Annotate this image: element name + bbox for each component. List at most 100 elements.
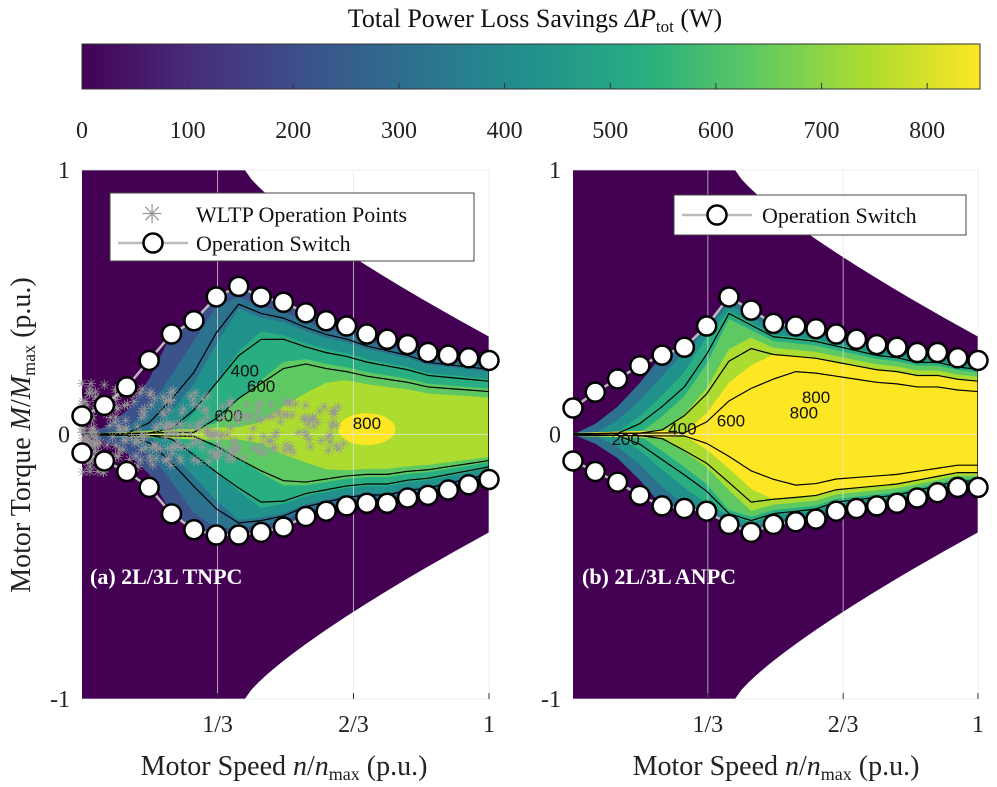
wltp-point: ✳ xyxy=(161,441,173,457)
wltp-point: ✳ xyxy=(189,386,201,402)
colorbar-tick-label: 800 xyxy=(909,118,945,144)
wltp-point: ✳ xyxy=(97,465,109,481)
colorbar-title: Total Power Loss Savings ΔPtot (W) xyxy=(348,4,722,36)
wltp-point: ✳ xyxy=(203,455,215,471)
operation-switch-marker xyxy=(71,442,93,464)
wltp-point: ✳ xyxy=(225,421,237,437)
wltp-point: ✳ xyxy=(114,443,126,459)
wltp-point: ✳ xyxy=(298,413,310,429)
operation-switch-marker xyxy=(866,495,888,517)
wltp-point: ✳ xyxy=(84,382,96,398)
wltp-point: ✳ xyxy=(247,421,259,437)
wltp-point: ✳ xyxy=(104,418,116,434)
wltp-point: ✳ xyxy=(144,453,156,469)
operation-switch-marker xyxy=(160,503,183,525)
wltp-point: ✳ xyxy=(193,416,205,432)
wltp-point: ✳ xyxy=(190,433,202,449)
wltp-point: ✳ xyxy=(134,386,146,402)
wltp-point: ✳ xyxy=(337,437,349,453)
wltp-point: ✳ xyxy=(84,453,96,469)
x-tick-label: 2/3 xyxy=(338,712,369,738)
operation-switch-marker xyxy=(740,299,762,321)
wltp-point: ✳ xyxy=(110,410,122,426)
wltp-point: ✳ xyxy=(332,400,344,416)
wltp-point: ✳ xyxy=(193,399,205,415)
heatmap-band xyxy=(82,380,489,471)
wltp-point: ✳ xyxy=(217,411,229,427)
wltp-point: ✳ xyxy=(197,415,209,431)
operation-switch-marker xyxy=(205,524,228,546)
wltp-point: ✳ xyxy=(128,395,140,411)
operation-switch-marker xyxy=(673,336,696,358)
wltp-point: ✳ xyxy=(233,441,245,457)
wltp-point: ✳ xyxy=(280,438,292,454)
wltp-point: ✳ xyxy=(300,399,312,415)
wltp-point: ✳ xyxy=(76,422,88,438)
operation-switch-marker xyxy=(335,495,358,517)
colorbar-tick-label: 700 xyxy=(804,118,840,144)
wltp-point: ✳ xyxy=(85,426,97,442)
wltp-point: ✳ xyxy=(304,440,316,456)
wltp-point: ✳ xyxy=(318,399,330,415)
operation-switch-marker xyxy=(629,484,651,507)
operation-switch-marker xyxy=(183,518,205,541)
contour-label: 800 xyxy=(790,404,818,423)
contour-label: 600 xyxy=(214,406,242,425)
wltp-point: ✳ xyxy=(184,389,196,405)
wltp-point: ✳ xyxy=(209,429,221,445)
wltp-point: ✳ xyxy=(172,435,184,451)
operation-switch-marker xyxy=(947,476,969,499)
wltp-point: ✳ xyxy=(157,390,169,406)
wltp-point: ✳ xyxy=(210,450,222,466)
operation-switch-marker xyxy=(160,323,183,345)
operation-switch-marker xyxy=(845,497,868,520)
wltp-point: ✳ xyxy=(132,420,144,436)
wltp-point: ✳ xyxy=(222,453,234,469)
x-axis-label-tnpc: Motor Speed n/nmax (p.u.) xyxy=(141,751,428,784)
operation-switch-marker xyxy=(335,315,358,337)
wltp-point: ✳ xyxy=(131,433,143,449)
wltp-point: ✳ xyxy=(232,406,244,422)
operation-switch-marker xyxy=(227,524,250,546)
operation-switch-marker xyxy=(71,405,93,427)
wltp-point: ✳ xyxy=(149,439,161,455)
wltp-point: ✳ xyxy=(223,397,235,413)
wltp-point: ✳ xyxy=(145,386,157,402)
wltp-point: ✳ xyxy=(271,426,283,442)
wltp-point: ✳ xyxy=(204,445,216,461)
wltp-point: ✳ xyxy=(251,443,263,459)
wltp-point: ✳ xyxy=(238,451,250,467)
wltp-point: ✳ xyxy=(89,444,101,460)
legend-switch-marker-anpc xyxy=(706,204,728,226)
operation-switch-marker xyxy=(457,474,480,496)
operation-switch-marker xyxy=(606,368,629,390)
operation-switch-marker xyxy=(606,471,629,493)
wltp-point: ✳ xyxy=(160,452,172,468)
wltp-point: ✳ xyxy=(105,410,117,426)
wltp-point: ✳ xyxy=(279,395,291,411)
operation-switch-marker xyxy=(967,349,989,372)
wltp-point: ✳ xyxy=(216,399,228,415)
x-tick-label: 1/3 xyxy=(202,712,233,738)
wltp-point: ✳ xyxy=(110,438,122,454)
legend-box-tnpc xyxy=(109,192,475,262)
operation-switch-marker xyxy=(478,468,500,491)
operation-switch-marker xyxy=(906,487,928,509)
wltp-point: ✳ xyxy=(124,452,136,468)
wltp-point: ✳ xyxy=(170,427,182,443)
wltp-point: ✳ xyxy=(78,421,90,437)
wltp-point: ✳ xyxy=(228,435,240,451)
wltp-point: ✳ xyxy=(223,448,235,464)
y-tick-label: 1 xyxy=(549,158,561,184)
wltp-point: ✳ xyxy=(187,397,199,413)
contour-label: 600 xyxy=(247,377,275,396)
wltp-point: ✳ xyxy=(164,393,176,409)
wltp-point: ✳ xyxy=(266,409,278,425)
wltp-point: ✳ xyxy=(121,422,133,438)
wltp-point: ✳ xyxy=(146,441,158,457)
operation-switch-marker xyxy=(562,450,584,472)
operation-switch-marker xyxy=(376,328,398,351)
wltp-point: ✳ xyxy=(258,445,270,461)
wltp-point: ✳ xyxy=(160,395,172,411)
